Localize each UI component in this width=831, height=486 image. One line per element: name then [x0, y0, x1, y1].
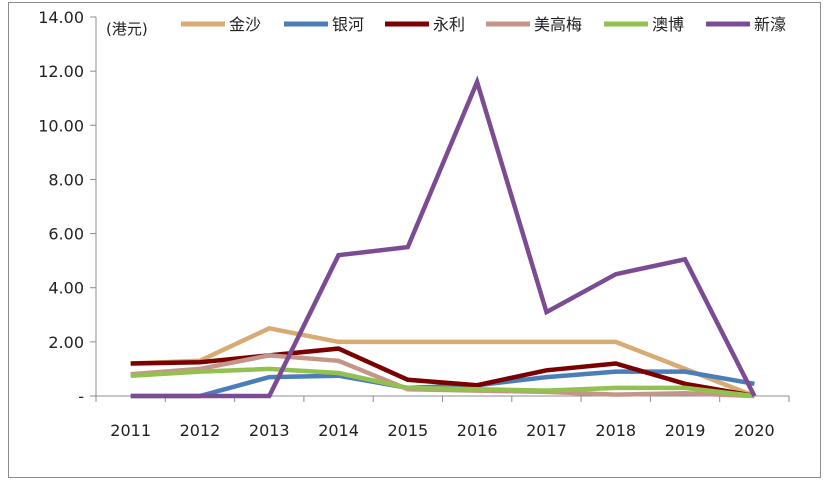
legend-label: 金沙: [229, 15, 261, 34]
chart-axes: - 2.00 4.00 6.00 8.00 10.00 12.00 14.00 2011 2012…: [38, 8, 790, 440]
y-tick-label: 14.00: [38, 8, 84, 27]
x-tick-label: 2014: [318, 421, 359, 440]
y-tick-label: 8.00: [48, 170, 84, 189]
legend-label: 澳博: [652, 15, 684, 34]
chart-series-lines: [130, 75, 757, 399]
legend-label: 新濠: [754, 15, 786, 34]
line-chart: - 2.00 4.00 6.00 8.00 10.00 12.00 14.00 2011 2012…: [38, 8, 790, 440]
series-line-4: [130, 366, 755, 399]
series-line-5: [130, 75, 757, 399]
y-tick-label: -: [78, 387, 84, 406]
x-tick-label: 2016: [457, 421, 498, 440]
x-tick-label: 2011: [110, 421, 151, 440]
x-tick-label: 2020: [734, 421, 775, 440]
x-tick-label: 2015: [387, 421, 428, 440]
y-tick-label: 6.00: [48, 225, 84, 244]
y-tick-label: 2.00: [48, 333, 84, 352]
x-tick-label: 2013: [249, 421, 290, 440]
legend-label: 永利: [433, 15, 465, 34]
y-tick-label: 10.00: [38, 116, 84, 135]
legend-label: 美高梅: [534, 15, 582, 34]
y-tick-label: 4.00: [48, 279, 84, 298]
series-line-2: [130, 346, 755, 399]
y-tick-label: 12.00: [38, 62, 84, 81]
series-line-0: [130, 325, 756, 399]
x-tick-label: 2012: [180, 421, 221, 440]
chart-frame: - 2.00 4.00 6.00 8.00 10.00 12.00 14.00 2011 2012…: [8, 2, 821, 478]
x-tick-label: 2019: [665, 421, 706, 440]
legend-label: 银河: [332, 15, 364, 34]
x-tick-label: 2018: [595, 421, 636, 440]
x-tick-label: 2017: [526, 421, 567, 440]
unit-label: (港元): [106, 20, 148, 38]
chart-legend: 金沙 银河 永利 美高梅 澳博 新濠: [181, 15, 786, 34]
